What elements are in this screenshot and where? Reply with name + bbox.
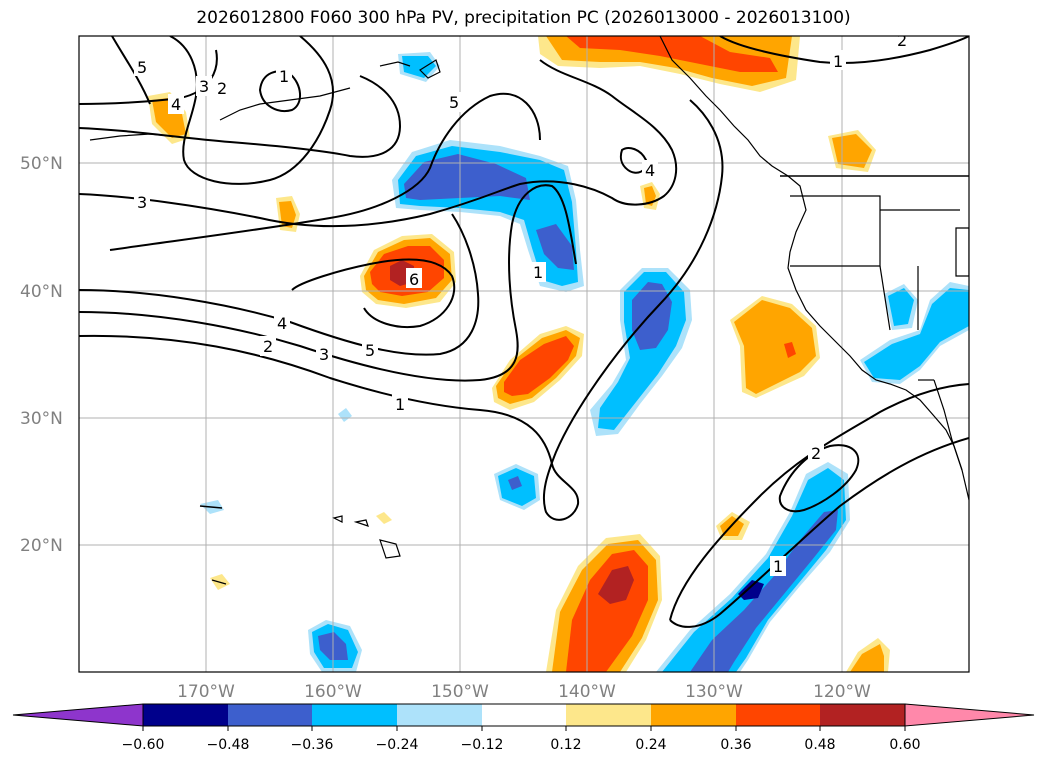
lat-label: 50°N — [20, 154, 63, 174]
colorbar-tick-label: 0.48 — [804, 737, 835, 753]
colorbar-extend-left — [12, 703, 144, 727]
colorbar-tick-label: 0.24 — [635, 737, 666, 753]
graticule — [79, 36, 969, 672]
colorbar-tick-label: −0.36 — [291, 737, 334, 753]
contour-label: 3 — [319, 345, 329, 364]
colorbar-tick-label: 0.60 — [889, 737, 920, 753]
contour-label: 1 — [773, 557, 783, 576]
map-frame — [78, 35, 970, 673]
precip-positive-east — [640, 130, 876, 398]
precip-positive-south-central — [492, 326, 584, 410]
map-title: 2026012800 F060 300 hPa PV, precipitatio… — [196, 8, 851, 28]
contour-label: 5 — [365, 341, 375, 360]
precip-positive-central — [360, 234, 456, 308]
contour-label: 1 — [533, 263, 543, 282]
precip-positive-north-band — [538, 36, 800, 92]
precip-negative-east-central — [590, 268, 692, 436]
contour-label: 4 — [171, 95, 181, 114]
longitude-labels: 170°W 160°W 150°W 140°W 130°W 120°W — [177, 682, 871, 702]
contour-label: 1 — [833, 52, 843, 71]
pv-contours — [79, 36, 969, 628]
precip-negative-california — [860, 282, 969, 384]
lon-label: 170°W — [177, 682, 235, 702]
contour-label: 2 — [263, 337, 273, 356]
colorbar-segment — [651, 704, 736, 726]
colorbar-tick-label: 0.12 — [550, 737, 581, 753]
precip-shading — [148, 36, 969, 672]
precip-negative-central — [392, 52, 584, 292]
contour-label: 3 — [137, 193, 147, 212]
colorbar-tick-label: −0.24 — [376, 737, 419, 753]
colorbar-segment — [397, 704, 482, 726]
contour-label: 5 — [137, 58, 147, 77]
colorbar-tick-label: −0.48 — [207, 737, 250, 753]
lon-label: 150°W — [431, 682, 489, 702]
colorbar: −0.60 −0.48 −0.36 −0.24 −0.12 0.12 0.24 … — [12, 703, 1035, 753]
colorbar-tick-label: 0.36 — [720, 737, 751, 753]
lat-label: 40°N — [20, 282, 63, 302]
contour-label: 2 — [217, 79, 227, 98]
colorbar-extend-right — [904, 703, 1035, 727]
lat-label: 30°N — [20, 409, 63, 429]
colorbar-frame — [142, 703, 906, 727]
colorbar-segment — [820, 704, 905, 726]
contour-label: 4 — [277, 314, 287, 333]
colorbar-tick-label: −0.60 — [122, 737, 165, 753]
latitude-labels: 50°N 40°N 30°N 20°N — [20, 154, 63, 556]
contour-labels: 5 4 3 2 1 5 4 3 6 4 2 3 5 1 — [134, 31, 910, 576]
lon-label: 160°W — [304, 682, 362, 702]
contour-label: 5 — [449, 93, 459, 112]
colorbar-segment — [312, 704, 397, 726]
lon-label: 130°W — [685, 682, 743, 702]
precip-positive-west-blobs — [148, 92, 300, 232]
contour-label: 1 — [279, 67, 289, 86]
lon-label: 140°W — [558, 682, 616, 702]
contour-label: 6 — [409, 270, 419, 289]
contour-label: 2 — [811, 444, 821, 463]
contour-label: 4 — [645, 161, 655, 180]
lon-label: 120°W — [813, 682, 871, 702]
precip-negative-hawaii-south — [308, 620, 362, 672]
colorbar-tick-label: −0.12 — [461, 737, 504, 753]
contour-label: 2 — [897, 31, 907, 50]
lat-label: 20°N — [20, 536, 63, 556]
precip-negative-small — [200, 408, 540, 514]
colorbar-segment — [143, 704, 228, 726]
coastlines — [89, 36, 969, 585]
colorbar-segment — [736, 704, 820, 726]
colorbar-segment — [228, 704, 312, 726]
precip-positive-tropical — [210, 512, 890, 672]
colorbar-segment — [566, 704, 651, 726]
colorbar-segment — [482, 704, 566, 726]
contour-label: 3 — [199, 77, 209, 96]
contour-label: 1 — [395, 395, 405, 414]
